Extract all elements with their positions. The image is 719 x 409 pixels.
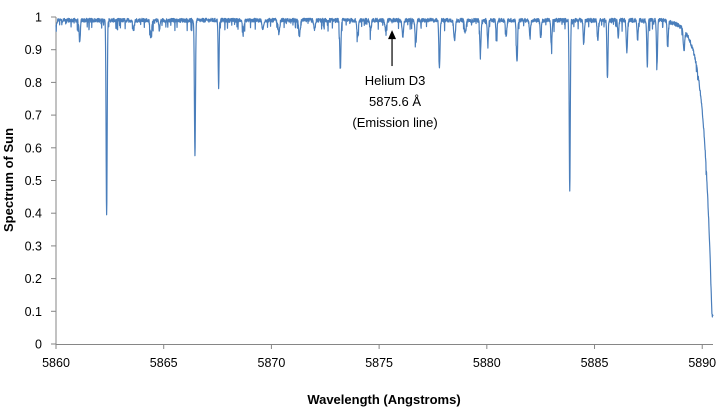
y-tick-label: 0.1 — [25, 305, 42, 319]
x-ticks: 5860 5865 5870 5875 5880 5885 5890 — [42, 344, 716, 370]
annotation-line-1: Helium D3 — [365, 73, 426, 88]
x-tick-label: 5860 — [42, 356, 70, 370]
y-tick-label: 0.4 — [25, 207, 42, 221]
y-tick-label: 0.8 — [25, 76, 42, 90]
y-tick-label: 0.5 — [25, 174, 42, 188]
x-tick-label: 5890 — [688, 356, 716, 370]
x-tick-label: 5885 — [581, 356, 609, 370]
annotation: Helium D3 5875.6 Å (Emission line) — [352, 30, 438, 130]
annotation-line-3: (Emission line) — [352, 115, 437, 130]
annotation-arrowhead — [388, 30, 397, 40]
y-ticks: 0 0.1 0.2 0.3 0.4 0.5 0.6 0.7 0.8 0.9 1 — [25, 11, 56, 352]
y-tick-label: 0.7 — [25, 109, 42, 123]
y-axis-title: Spectrum of Sun — [1, 128, 16, 232]
x-tick-label: 5865 — [150, 356, 178, 370]
x-tick-label: 5875 — [365, 356, 393, 370]
x-tick-label: 5870 — [258, 356, 286, 370]
y-tick-label: 0.6 — [25, 141, 42, 155]
y-tick-label: 0.9 — [25, 43, 42, 57]
x-axis-title: Wavelength (Angstroms) — [307, 392, 460, 407]
plot-area: 00.10.20.30.40.50.60.70.80.91 5860 5865 58… — [25, 11, 717, 371]
y-tick-label: 0.3 — [25, 239, 42, 253]
series-line — [55, 17, 714, 318]
y-tick-label: 0.2 — [25, 272, 42, 286]
y-tick-label: 0 — [35, 338, 42, 352]
y-tick-label: 1 — [35, 11, 42, 25]
annotation-line-2: 5875.6 Å — [369, 94, 421, 109]
x-tick-label: 5880 — [473, 356, 501, 370]
